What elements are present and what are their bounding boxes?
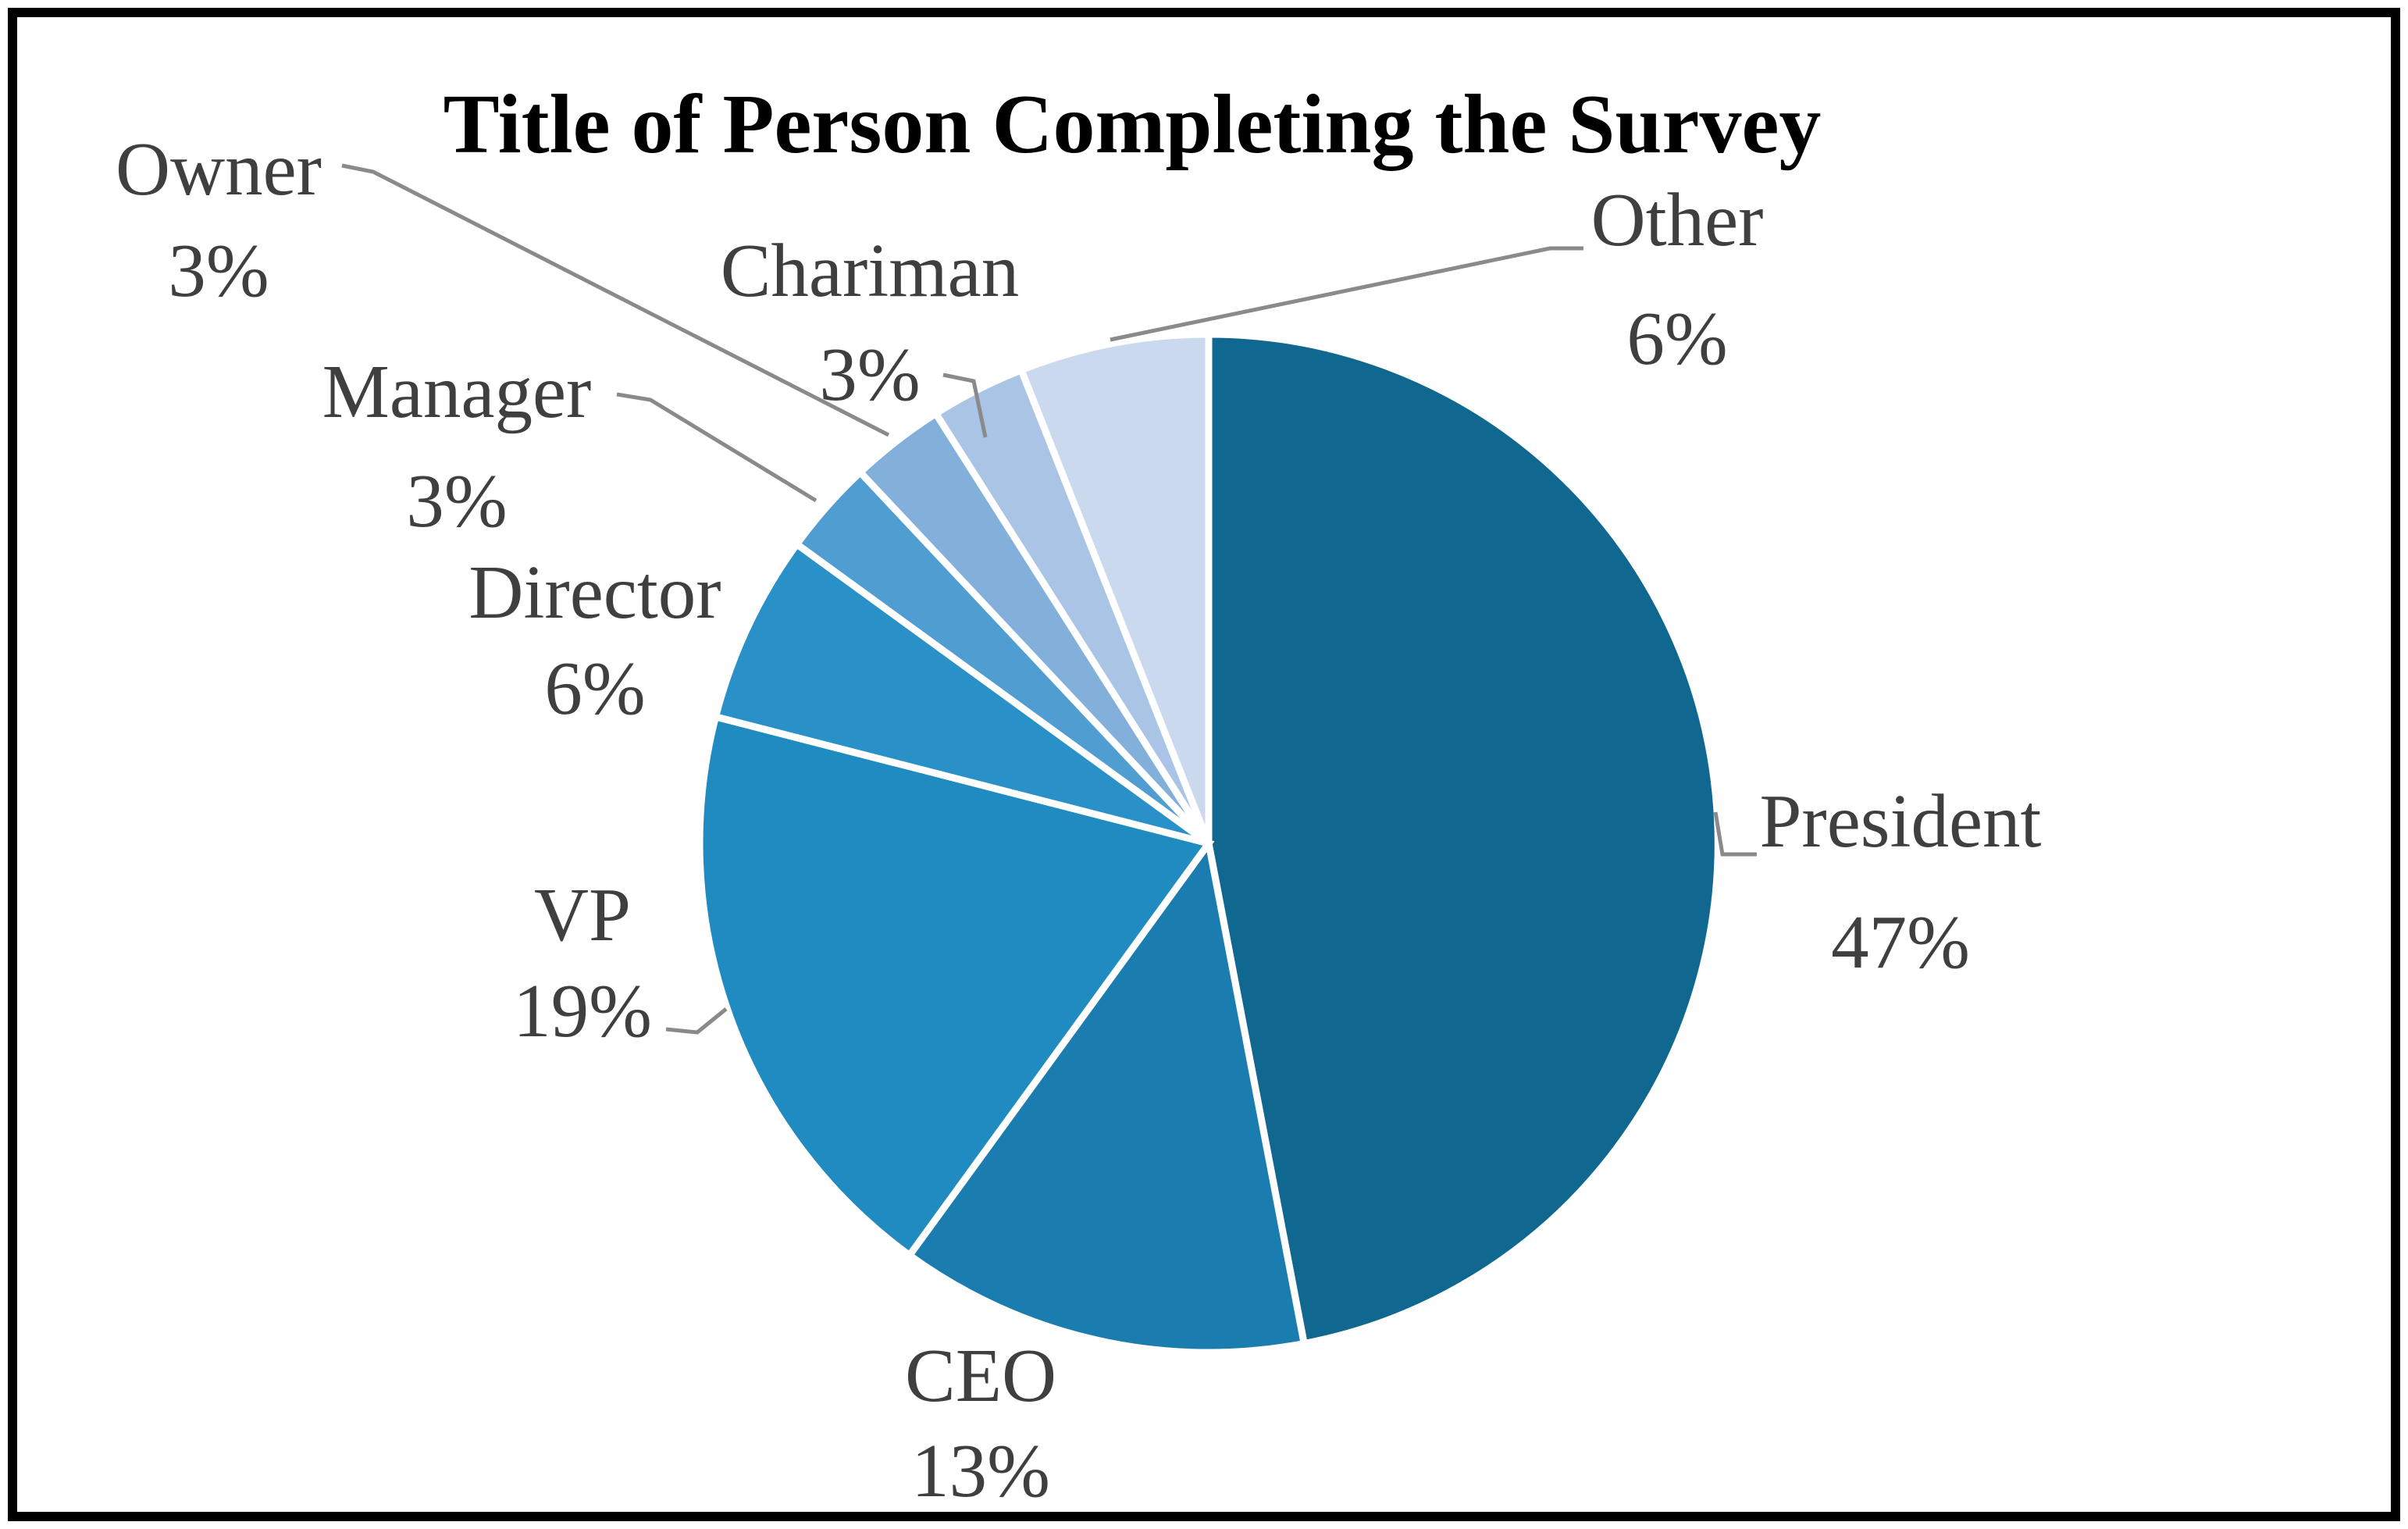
- slice-label-president-name: President: [1759, 779, 2041, 863]
- leader-line-manager: [616, 392, 818, 503]
- leader-lines: [341, 163, 1757, 1035]
- slice-label-other-percent: 6%: [1626, 297, 1727, 380]
- slice-label-chariman-percent: 3%: [819, 333, 920, 416]
- slice-label-vp-name: VP: [534, 873, 631, 957]
- slice-label-chariman-name: Chariman: [721, 229, 1020, 312]
- slice-label-director-percent: 6%: [544, 647, 645, 730]
- slice-label-ceo-percent: 13%: [911, 1429, 1050, 1513]
- leader-line-president: [1713, 811, 1757, 857]
- slice-label-vp-percent: 19%: [513, 969, 652, 1053]
- slice-label-manager-name: Manager: [322, 350, 592, 433]
- slice-label-chariman: Chariman 3%: [721, 229, 1020, 416]
- pie-slice-president: [1205, 330, 1722, 1348]
- slice-label-manager-percent: 3%: [406, 459, 507, 543]
- leader-line-other: [1110, 246, 1583, 342]
- slice-label-owner-name: Owner: [116, 127, 322, 211]
- slice-label-owner: Owner 3%: [116, 127, 322, 312]
- pie-slice-ceo: [904, 834, 1309, 1356]
- slice-label-ceo-name: CEO: [905, 1334, 1056, 1417]
- pie-slice-vp: [696, 712, 1215, 1260]
- leader-line-owner: [341, 163, 890, 437]
- slice-label-other-name: Other: [1591, 178, 1764, 262]
- slice-label-president-percent: 47%: [1831, 900, 1970, 984]
- pie-slices: [696, 330, 1722, 1356]
- leader-line-vp: [665, 1007, 728, 1035]
- slice-label-owner-percent: 3%: [168, 229, 269, 312]
- slice-label-director: Director 6%: [468, 551, 721, 730]
- chart-outer-border: [8, 8, 2400, 1521]
- leader-line-chariman: [942, 372, 988, 438]
- chart-title: Title of Person Completing the Survey: [443, 78, 1822, 171]
- slice-label-vp: VP 19%: [513, 873, 652, 1053]
- slice-label-director-name: Director: [468, 551, 721, 634]
- slice-label-president: President 47%: [1759, 779, 2041, 984]
- slice-labels: President 47% CEO 13% VP 19% Director 6% Manager…: [116, 127, 2042, 1513]
- pie-slice-director: [711, 539, 1211, 847]
- slice-label-manager: Manager 3%: [322, 350, 592, 543]
- pie-slice-other: [1017, 330, 1213, 845]
- slice-label-ceo: CEO 13%: [905, 1334, 1056, 1513]
- slice-label-other: Other 6%: [1591, 178, 1764, 380]
